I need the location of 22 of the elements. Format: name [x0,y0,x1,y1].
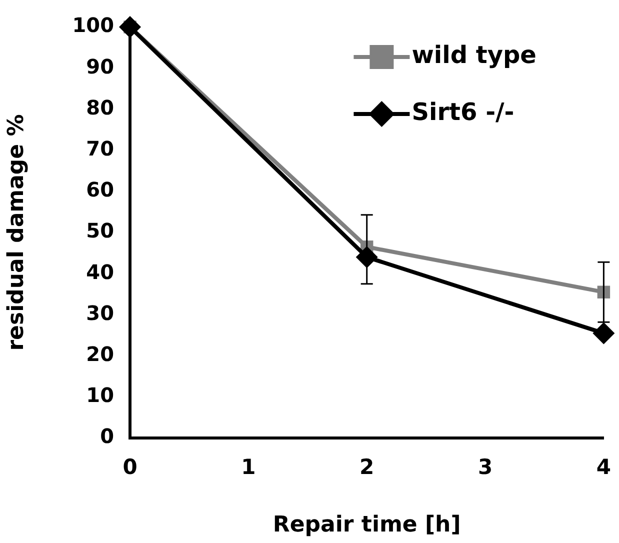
y-tick-label: 0 [100,424,114,448]
x-tick-label: 2 [360,455,374,480]
x-tick-label: 0 [122,455,138,480]
y-tick-label: 10 [86,383,114,408]
y-tick-label: 70 [86,136,114,161]
y-tick-label: 30 [86,300,114,325]
point [592,322,615,344]
point [119,16,141,38]
y-tick-label: 90 [86,54,114,78]
y-tick-label: 40 [86,260,114,284]
x-tick-label: 4 [596,455,612,480]
y-tick-label: 60 [86,178,114,202]
y-tick-label: 80 [86,95,114,120]
y-tick-label: 100 [72,13,114,38]
y-tick-label: 50 [86,218,114,243]
y-axis-title: residual damage % [4,114,29,351]
x-tick-label: 3 [478,455,493,480]
x-axis-title: Repair time [h] [272,512,461,538]
y-tick-label: 20 [86,342,114,366]
legend-label: Sirt6 -/- [412,98,514,126]
legend-label: wild type [412,41,536,70]
x-tick-label: 1 [241,455,256,480]
